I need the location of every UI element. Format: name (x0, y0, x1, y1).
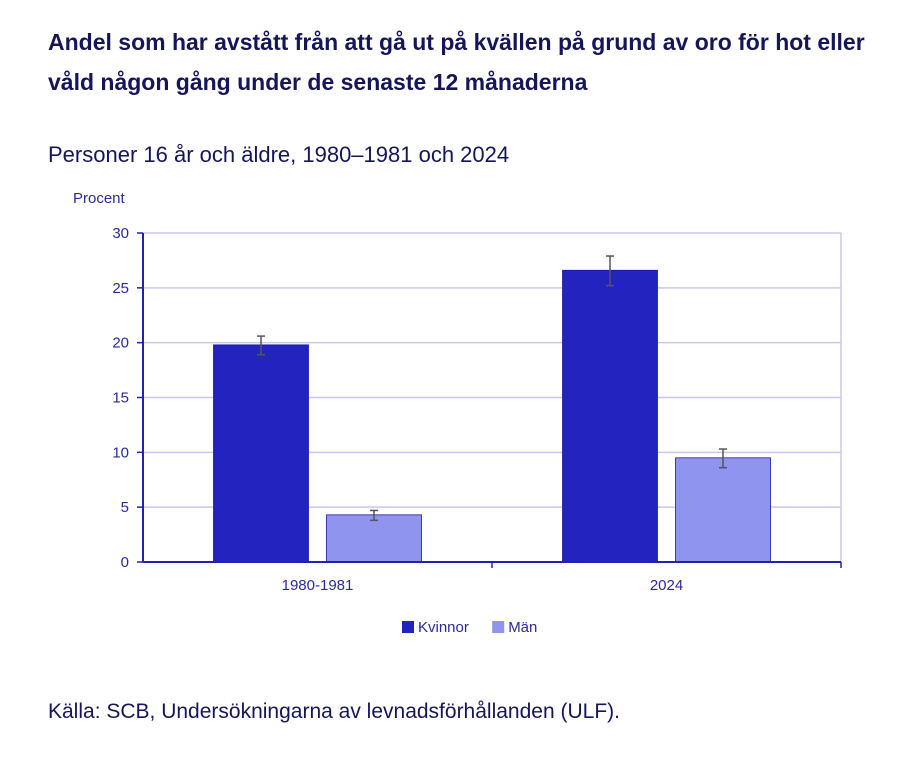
legend-swatch-män (492, 621, 505, 633)
y-axis-label: Procent (73, 190, 126, 207)
legend-swatch-kvinnor (402, 621, 414, 633)
y-tick-label: 0 (121, 554, 129, 571)
bar-kvinnor-1980-1981 (213, 344, 309, 563)
x-tick-label: 2024 (650, 577, 683, 594)
bar-män-1980-1981 (326, 514, 422, 563)
y-tick-label: 30 (112, 225, 129, 242)
y-tick-label: 20 (112, 335, 129, 352)
x-tick-label: 1980-1981 (282, 577, 354, 594)
legend-label-män: Män (508, 619, 537, 636)
bar-män-2024 (675, 457, 771, 563)
chart-title: Andel som har avstått från att gå ut på … (48, 29, 865, 95)
y-tick-label: 5 (121, 499, 129, 516)
y-tick-label: 15 (112, 390, 129, 407)
bar-kvinnor-2024 (562, 269, 658, 563)
chart-subtitle: Personer 16 år och äldre, 1980–1981 och … (48, 142, 510, 167)
source-note: Källa: SCB, Undersökningarna av levnadsf… (48, 700, 620, 723)
y-tick-label: 25 (112, 280, 129, 297)
legend-label-kvinnor: Kvinnor (418, 619, 469, 636)
y-tick-label: 10 (112, 444, 129, 461)
bar-chart: Procent 0 5 10 15 20 25 30 1980-1981 2024 Kvinnor… (73, 190, 842, 636)
